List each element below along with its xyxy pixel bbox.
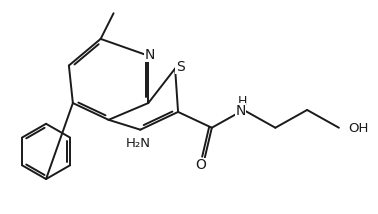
Text: O: O <box>195 158 206 172</box>
Text: N: N <box>235 104 246 118</box>
Text: H₂N: H₂N <box>126 137 151 150</box>
Text: S: S <box>176 59 184 74</box>
Text: N: N <box>145 48 155 62</box>
Text: H: H <box>238 95 247 108</box>
Text: OH: OH <box>348 122 368 135</box>
